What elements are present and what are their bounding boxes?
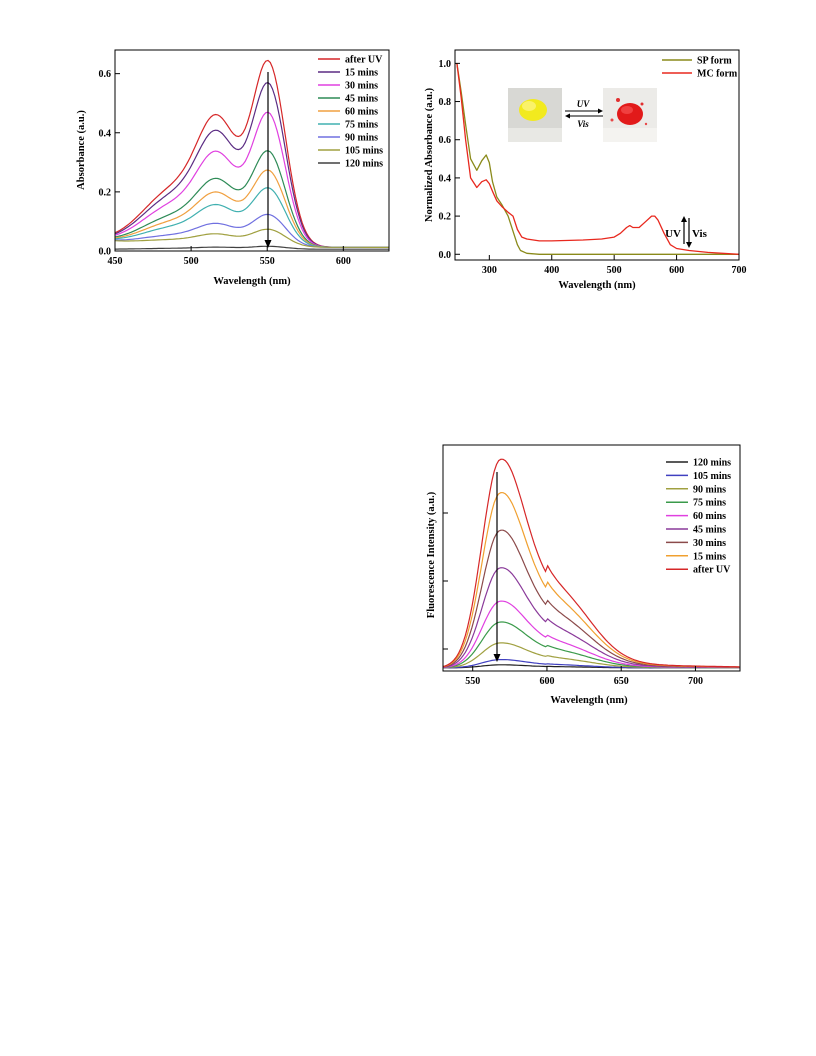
x-tick-label: 650 [614,676,629,687]
mc-powder-photo [603,88,657,142]
y-tick-label: 0.0 [439,250,452,261]
sp-powder-photo [508,88,562,142]
legend-label: 105 mins [693,471,731,482]
legend-label: 45 mins [693,525,726,536]
y-tick-label: 0.0 [99,247,112,258]
normalized-x-ticks: 300 400 500 600 700 [482,255,747,276]
y-tick-label: 0.2 [439,212,452,223]
normalized-series-group [456,63,740,255]
y-tick-label: 0.6 [439,135,452,146]
photo-inset: UV Vis [508,88,657,142]
fluorescence-y-ticks [443,512,448,650]
x-tick-label: 500 [184,256,199,267]
absorbance-x-ticks: 450 500 550 600 [108,246,351,267]
conversion-arrows [565,108,603,119]
normalized-legend: SP form MC form [662,56,738,80]
legend-label: SP form [697,56,732,67]
legend-label: MC form [697,69,738,80]
absorbance-y-ticks: 0.0 0.2 0.4 0.6 [99,69,120,258]
fluorescence-decay-arrow [493,472,501,662]
x-tick-label: 700 [688,676,703,687]
inset-uv-label: UV [577,99,590,109]
legend-label: 60 mins [693,511,726,522]
legend-label: 105 mins [345,146,383,157]
x-tick-label: 550 [260,256,275,267]
y-tick-label: 0.2 [99,187,112,198]
legend-label: 60 mins [345,107,378,118]
normalized-plot-frame [454,49,740,261]
legend-label: 75 mins [693,498,726,509]
x-tick-label: 550 [465,676,480,687]
legend-label: 120 mins [345,159,383,170]
legend-label: 75 mins [345,120,378,131]
normalized-y-label: Normalized Absorbance (a.u.) [424,87,435,222]
absorbance-legend: after UV 15 mins 30 mins 45 mins 60 mins 75 m… [318,55,383,170]
legend-label: 30 mins [345,81,378,92]
y-tick-label: 0.4 [439,173,452,184]
fluorescence-series-line [442,458,740,668]
legend-label: 120 mins [693,458,731,469]
legend-label: 90 mins [345,133,378,144]
vis-annotation-label: Vis [692,228,708,240]
x-tick-label: 700 [732,265,747,276]
fluorescence-x-ticks: 550 600 650 700 [465,666,703,687]
legend-label: 15 mins [345,68,378,79]
legend-label: after UV [693,565,731,576]
x-tick-label: 400 [544,265,559,276]
y-tick-label: 0.4 [99,128,112,139]
normalized-x-label: Wavelength (nm) [558,280,636,291]
normalized-series-line [456,63,739,255]
inset-vis-label: Vis [577,119,589,129]
normalized-y-ticks: 0.0 0.2 0.4 0.6 0.8 1.0 [439,59,460,261]
uv-annotation-label: UV [665,228,681,240]
absorbance-x-label: Wavelength (nm) [213,276,291,287]
x-tick-label: 500 [607,265,622,276]
normalized-series-line [456,63,740,255]
fluorescence-y-label: Fluorescence Intensity (a.u.) [426,491,437,618]
uv-vis-switch-annotation: UV Vis [665,216,708,248]
legend-label: 15 mins [693,551,726,562]
legend-label: 30 mins [693,538,726,549]
x-tick-label: 600 [669,265,684,276]
fluorescence-plot-frame [442,444,741,672]
absorbance-plot-frame [114,49,390,252]
x-tick-label: 450 [108,256,123,267]
absorbance-decay-arrow [264,72,272,248]
y-tick-label: 0.8 [439,97,452,108]
fluorescence-series-group [442,458,740,669]
legend-label: 90 mins [693,484,726,495]
y-tick-label: 0.6 [99,69,112,80]
legend-label: 45 mins [345,94,378,105]
fluorescence-legend: 120 mins 105 mins 90 mins 75 mins 60 mins 45 … [666,458,731,576]
x-tick-label: 300 [482,265,497,276]
absorbance-y-label: Absorbance (a.u.) [76,110,87,190]
legend-label: after UV [345,55,383,66]
fluorescence-x-label: Wavelength (nm) [550,695,628,706]
absorbance-series-group [114,59,389,250]
y-tick-label: 1.0 [439,59,452,70]
x-tick-label: 600 [539,676,554,687]
x-tick-label: 600 [336,256,351,267]
